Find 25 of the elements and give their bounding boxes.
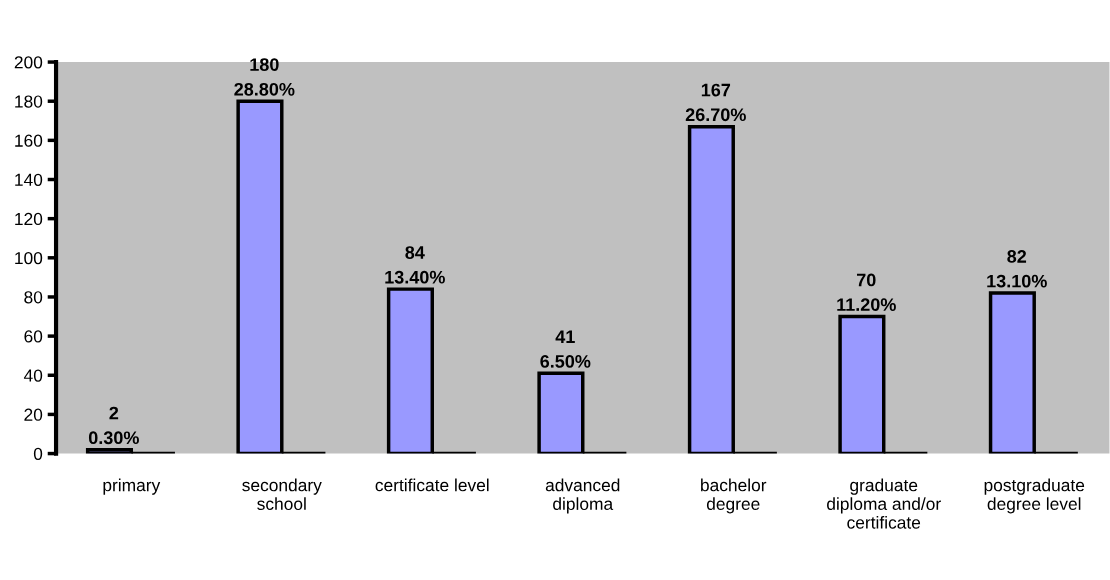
y-tick-label: 80 [24, 291, 43, 304]
y-tick-label: 40 [23, 369, 43, 382]
data-label: 84 13.40% [385, 246, 445, 284]
x-tick-label: postgraduate degree level [984, 478, 1085, 514]
x-tick-label: advanced diploma [545, 478, 620, 514]
y-tick-label: 100 [15, 251, 43, 265]
data-label: 2 0.30% [88, 406, 139, 445]
y-tick-label: 0 [33, 447, 43, 461]
y-tick-label: 140 [15, 173, 43, 186]
y-tick-label: 60 [24, 330, 43, 343]
x-tick-label: graduate diploma and/or certificate [827, 478, 941, 529]
data-label: 180 28.80% [234, 58, 295, 96]
x-tick-label: secondary school [242, 478, 322, 511]
y-tick-label: 20 [24, 408, 43, 421]
x-tick-label: certificate level [375, 478, 489, 492]
y-tick-label: 120 [15, 212, 43, 226]
x-tick-label: primary [103, 478, 161, 495]
data-label: 41 6.50% [540, 330, 591, 368]
x-tick-label: bachelor degree [701, 478, 767, 514]
data-label: 70 11.20% [837, 273, 896, 312]
data-label: 82 13.10% [987, 250, 1047, 288]
y-tick-label: 160 [15, 134, 43, 147]
y-tick-label: 200 [14, 56, 43, 69]
data-label: 167 26.70% [685, 83, 746, 122]
y-tick-label: 180 [15, 95, 43, 108]
